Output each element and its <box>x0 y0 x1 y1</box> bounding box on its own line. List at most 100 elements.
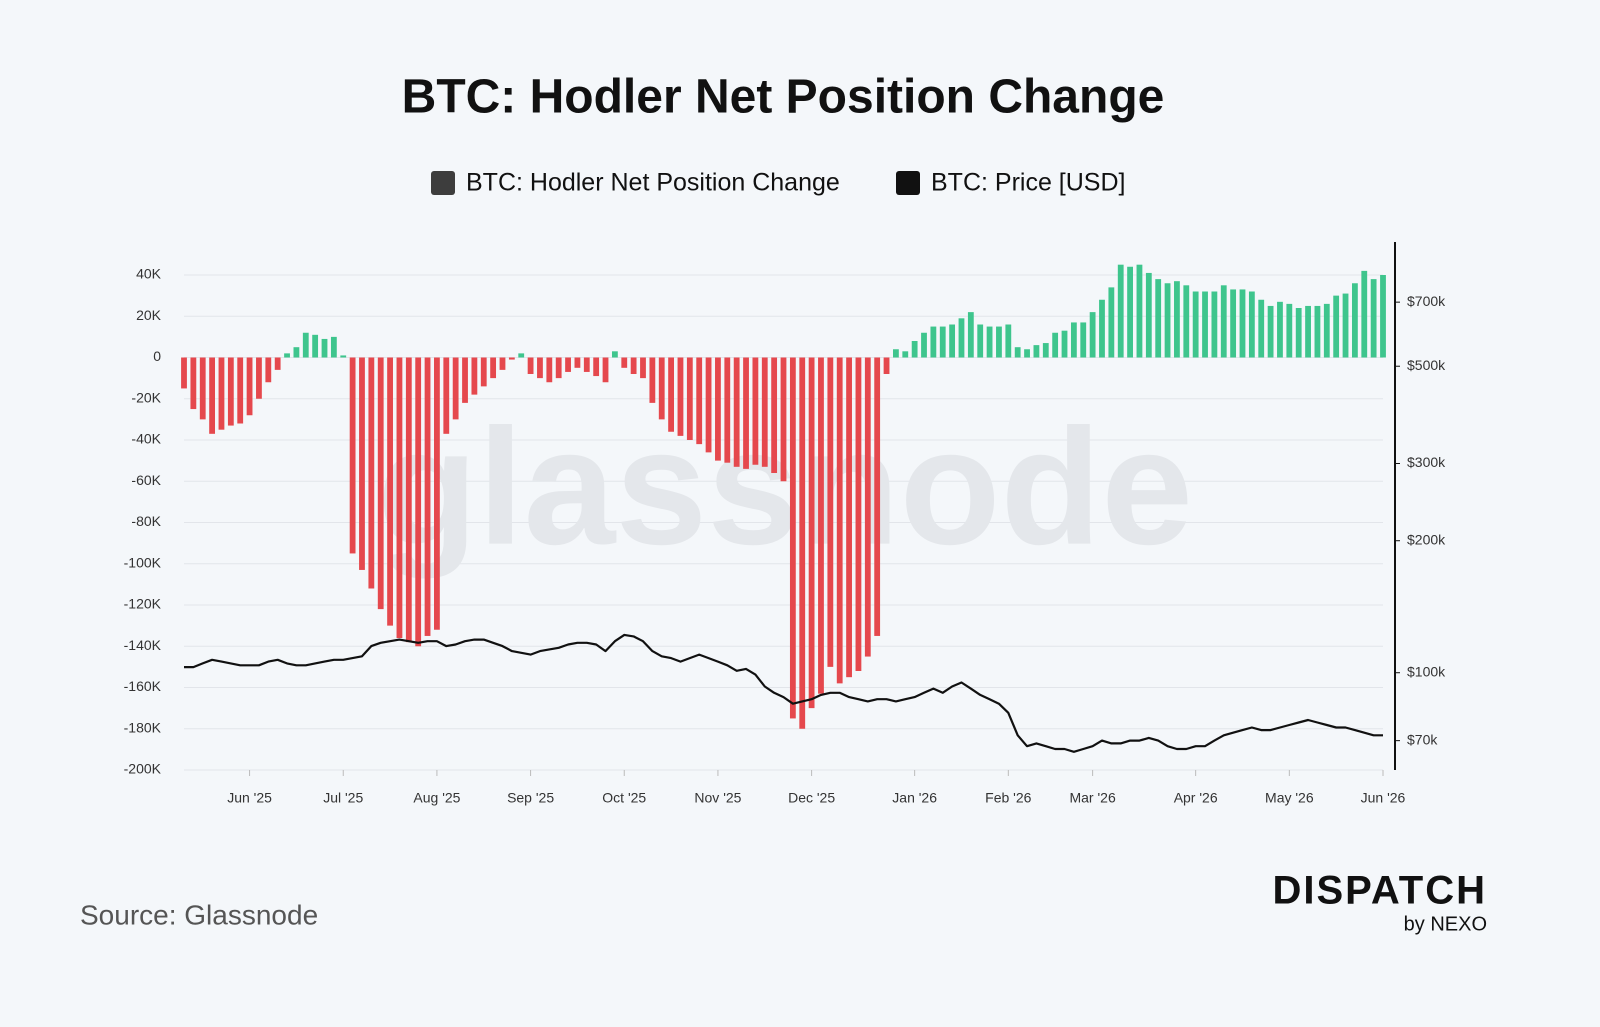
bar <box>630 357 637 374</box>
y-tick-label: -40K <box>131 431 161 447</box>
bar <box>602 357 609 383</box>
bar <box>1183 285 1190 358</box>
bar <box>405 357 412 643</box>
bar <box>415 357 422 647</box>
bar <box>658 357 665 420</box>
bar <box>921 332 927 358</box>
legend-swatch <box>896 171 920 195</box>
bar <box>434 357 440 630</box>
bar <box>715 357 721 461</box>
bar <box>911 341 918 358</box>
bar <box>1351 283 1358 358</box>
bar <box>1042 343 1049 358</box>
bar <box>977 324 984 358</box>
bar <box>227 357 234 426</box>
x-tick-label: Feb '26 <box>985 790 1031 806</box>
y2-tick-label: $500k <box>1407 357 1446 373</box>
bar <box>780 357 787 482</box>
bar <box>705 357 712 453</box>
bar <box>302 332 309 358</box>
bar <box>1145 272 1152 358</box>
bar <box>1024 349 1030 358</box>
bar <box>818 357 824 694</box>
y-tick-label: -140K <box>124 637 162 653</box>
bar <box>1052 332 1059 358</box>
bar <box>986 326 993 358</box>
bar <box>387 357 393 626</box>
chart-title: BTC: Hodler Net Position Change <box>402 71 1165 124</box>
bar <box>340 355 347 358</box>
bar <box>593 357 600 377</box>
bar <box>1136 264 1143 358</box>
bar <box>452 357 459 420</box>
bar <box>1295 308 1302 358</box>
bar <box>621 357 628 368</box>
bar <box>1155 279 1162 358</box>
y-tick-label: 40K <box>136 266 162 282</box>
bar <box>1239 289 1246 358</box>
y2-tick-label: $700k <box>1407 293 1446 309</box>
bar <box>1323 303 1330 358</box>
bar <box>1211 291 1218 358</box>
bar <box>1108 287 1115 358</box>
bar <box>555 357 562 379</box>
bar <box>677 357 684 436</box>
bar <box>1070 322 1077 358</box>
bar <box>855 357 862 671</box>
bar <box>190 357 197 410</box>
bar <box>1080 322 1087 358</box>
bar <box>1089 312 1096 358</box>
bar <box>274 357 281 370</box>
bar <box>743 357 749 469</box>
y-tick-label: 0 <box>153 348 161 364</box>
bar <box>462 357 468 403</box>
bar <box>1370 279 1377 358</box>
bar <box>565 357 571 372</box>
bar <box>480 357 487 387</box>
bar <box>724 357 731 463</box>
y-tick-label: -80K <box>131 513 161 529</box>
bar <box>546 357 553 383</box>
bar <box>1277 301 1283 358</box>
bar <box>789 357 796 719</box>
bar <box>1248 291 1255 358</box>
bar <box>1117 264 1124 358</box>
bar <box>256 357 262 399</box>
bar <box>574 357 581 368</box>
bar <box>668 357 674 432</box>
y-tick-label: -120K <box>124 596 162 612</box>
bar <box>761 357 768 467</box>
bar <box>209 357 216 434</box>
bar <box>293 347 300 358</box>
x-tick-label: Jan '26 <box>892 790 937 806</box>
bar <box>649 357 656 403</box>
bar <box>537 357 543 379</box>
y-tick-label: -180K <box>124 719 162 735</box>
y2-tick-label: $300k <box>1407 454 1446 470</box>
bar <box>1005 324 1012 358</box>
bar <box>864 357 871 657</box>
bar <box>321 338 328 358</box>
bar <box>246 357 253 416</box>
legend-label: BTC: Hodler Net Position Change <box>466 169 840 197</box>
x-tick-label: Jun '25 <box>227 790 272 806</box>
x-tick-label: Sep '25 <box>507 790 554 806</box>
bar <box>443 357 450 434</box>
bar <box>1174 281 1180 358</box>
bar <box>808 357 815 709</box>
bar <box>1286 303 1293 358</box>
bar <box>330 336 337 358</box>
bar <box>237 357 244 424</box>
bar <box>949 324 956 358</box>
brand-byline: by NEXO <box>1404 913 1487 935</box>
bar <box>1305 305 1311 358</box>
bar <box>1099 299 1105 358</box>
bar <box>930 326 937 358</box>
bar <box>733 357 740 467</box>
bar <box>1202 291 1208 358</box>
bar <box>696 357 703 445</box>
y2-tick-label: $70k <box>1407 731 1438 747</box>
x-tick-label: Aug '25 <box>413 790 460 806</box>
